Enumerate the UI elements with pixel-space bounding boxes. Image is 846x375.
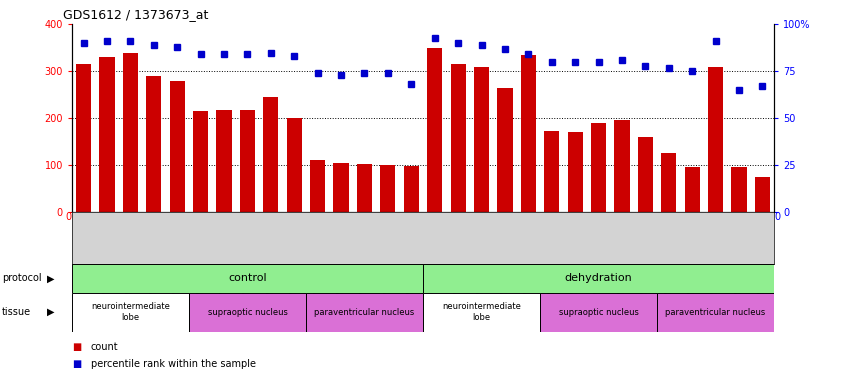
Text: neurointermediate
lobe: neurointermediate lobe — [442, 303, 521, 322]
Bar — [451, 64, 465, 212]
Bar — [591, 123, 606, 212]
Text: 0: 0 — [66, 212, 72, 222]
Bar — [240, 110, 255, 212]
Text: 0: 0 — [774, 212, 780, 222]
Bar — [310, 160, 325, 212]
Bar — [521, 55, 536, 212]
Bar — [189, 292, 306, 332]
Text: percentile rank within the sample: percentile rank within the sample — [91, 359, 255, 369]
Bar — [287, 118, 302, 212]
Bar — [474, 67, 489, 212]
Bar — [544, 131, 559, 212]
Bar — [540, 292, 657, 332]
Text: tissue: tissue — [2, 307, 30, 317]
Bar — [357, 164, 372, 212]
Text: ▶: ▶ — [47, 307, 54, 317]
Text: supraoptic nucleus: supraoptic nucleus — [558, 308, 639, 316]
Bar — [708, 67, 723, 212]
Bar — [662, 153, 676, 212]
Bar — [381, 165, 395, 212]
Bar — [72, 264, 423, 292]
Bar — [72, 292, 189, 332]
Bar — [755, 177, 770, 212]
Text: GDS1612 / 1373673_at: GDS1612 / 1373673_at — [63, 8, 209, 21]
Text: protocol: protocol — [2, 273, 41, 284]
Text: control: control — [228, 273, 266, 284]
Text: paraventricular nucleus: paraventricular nucleus — [666, 308, 766, 316]
Bar — [404, 166, 419, 212]
Bar — [638, 137, 653, 212]
Text: supraoptic nucleus: supraoptic nucleus — [207, 308, 288, 316]
Bar — [732, 167, 746, 212]
Text: count: count — [91, 342, 118, 352]
Text: dehydration: dehydration — [564, 273, 633, 284]
Bar — [76, 64, 91, 212]
Bar — [684, 167, 700, 212]
Text: paraventricular nucleus: paraventricular nucleus — [315, 308, 415, 316]
Bar — [306, 292, 423, 332]
Text: neurointermediate
lobe: neurointermediate lobe — [91, 303, 170, 322]
Bar — [100, 57, 114, 212]
Bar — [170, 81, 184, 212]
Bar — [193, 111, 208, 212]
Bar — [333, 163, 349, 212]
Bar — [568, 132, 583, 212]
Bar — [423, 264, 774, 292]
Bar — [657, 292, 774, 332]
Bar — [217, 110, 232, 212]
Bar — [423, 292, 540, 332]
Text: ■: ■ — [72, 342, 81, 352]
Bar — [146, 76, 162, 212]
Bar — [263, 97, 278, 212]
Bar — [497, 88, 513, 212]
Text: ▶: ▶ — [47, 273, 54, 284]
Bar — [427, 48, 442, 212]
Text: ■: ■ — [72, 359, 81, 369]
Bar — [123, 53, 138, 212]
Bar — [614, 120, 629, 212]
